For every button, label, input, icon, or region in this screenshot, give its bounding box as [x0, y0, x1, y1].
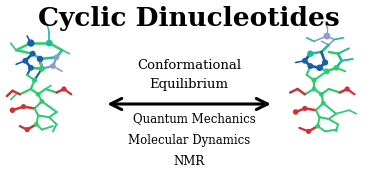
Text: Equilibrium: Equilibrium: [150, 78, 228, 91]
Point: [22, 59, 28, 62]
Point: [35, 93, 41, 96]
Point: [320, 102, 326, 104]
Point: [24, 128, 30, 131]
Point: [307, 52, 313, 55]
Point: [315, 125, 321, 127]
Point: [54, 56, 60, 59]
Point: [37, 57, 43, 60]
Text: Conformational: Conformational: [137, 59, 241, 72]
Text: Quantum Mechanics: Quantum Mechanics: [133, 112, 256, 125]
Point: [29, 52, 36, 55]
Point: [33, 123, 39, 126]
Point: [311, 88, 317, 90]
Point: [39, 67, 45, 70]
Point: [20, 105, 26, 108]
Point: [302, 107, 308, 110]
Point: [302, 59, 308, 62]
Text: NMR: NMR: [174, 155, 204, 168]
Text: Molecular Dynamics: Molecular Dynamics: [128, 134, 250, 147]
Point: [46, 42, 52, 44]
Point: [9, 109, 15, 112]
Point: [324, 70, 330, 73]
Point: [307, 65, 313, 67]
Point: [61, 88, 67, 90]
Point: [311, 79, 317, 82]
Point: [28, 66, 34, 69]
Point: [344, 88, 350, 90]
Point: [293, 111, 299, 113]
Point: [316, 66, 322, 69]
Point: [39, 100, 45, 103]
Point: [318, 93, 324, 96]
Point: [324, 35, 330, 37]
Text: Cyclic Dinucleotides: Cyclic Dinucleotides: [38, 6, 340, 31]
Point: [333, 66, 339, 69]
Point: [28, 42, 34, 44]
Point: [305, 130, 311, 133]
Point: [322, 61, 328, 64]
Point: [50, 65, 56, 67]
Point: [31, 79, 37, 82]
